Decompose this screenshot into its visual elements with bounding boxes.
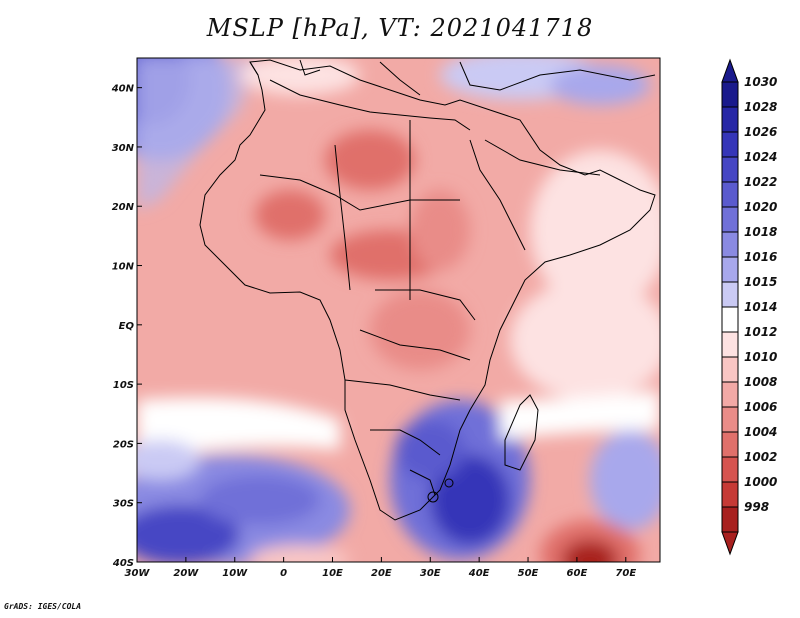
lat-tick-label: 20S — [113, 439, 134, 450]
colorbar-swatch — [721, 156, 739, 183]
colorbar-label: 1014 — [744, 300, 777, 314]
colorbar-label: 1008 — [744, 375, 777, 389]
colorbar-swatch — [721, 131, 739, 158]
colorbar-label: 1002 — [744, 450, 777, 464]
colorbar-label: 1015 — [744, 275, 777, 289]
colorbar-label: 1020 — [744, 200, 777, 214]
colorbar-label: 1016 — [744, 250, 777, 264]
lat-tick-label: 10S — [113, 380, 134, 391]
colorbar-label: 1012 — [744, 325, 777, 339]
colorbar-label: 1022 — [744, 175, 777, 189]
colorbar-swatch — [721, 206, 739, 233]
map-title: MSLP [hPa], VT: 2021041718 — [206, 14, 594, 42]
pressure-field — [137, 58, 660, 562]
colorbar-swatch — [721, 231, 739, 258]
lat-tick-label: 20N — [112, 202, 135, 213]
colorbar-swatch — [721, 406, 739, 433]
plot-frame — [136, 57, 661, 563]
lon-tick-label: 20W — [173, 568, 199, 579]
coastlines — [199, 59, 656, 521]
colorbar-label: 1024 — [744, 150, 777, 164]
colorbar-swatch — [721, 256, 739, 283]
colorbar-swatch — [721, 306, 739, 333]
colorbar-label: 1006 — [744, 400, 777, 414]
lat-tick-label: 40S — [112, 558, 134, 569]
colorbar-swatch — [721, 506, 739, 533]
colorbar-label: 1010 — [744, 350, 777, 364]
lon-tick-label: 60E — [567, 568, 588, 579]
colorbar-label: 998 — [744, 500, 769, 514]
colorbar-swatch — [721, 181, 739, 208]
colorbar-top-arrow — [721, 58, 739, 83]
lon-tick-label: 20E — [371, 568, 392, 579]
colorbar: 1030 1028 1026 1024 1022 1020 1018 1016 1015 1014… — [721, 58, 777, 556]
colorbar-swatch — [721, 281, 739, 308]
lon-tick-label: 30E — [420, 568, 441, 579]
lat-tick-label: 30N — [112, 143, 135, 154]
colorbar-swatch — [721, 106, 739, 133]
colorbar-swatch — [721, 481, 739, 508]
lat-tick-label: 10N — [112, 262, 135, 273]
colorbar-label: 1004 — [744, 425, 777, 439]
lon-tick-label: 50E — [518, 568, 539, 579]
colorbar-label: 1000 — [744, 475, 777, 489]
colorbar-label: 1028 — [744, 100, 777, 114]
colorbar-label: 1026 — [744, 125, 777, 139]
grads-credit: GrADS: IGES/COLA — [4, 602, 82, 611]
colorbar-swatch — [721, 331, 739, 358]
colorbar-label: 1018 — [744, 225, 777, 239]
latitude-axis: 40S 30S 20S 10S EQ 10N 20N 30N 40N — [111, 84, 142, 569]
colorbar-label: 1030 — [744, 75, 777, 89]
colorbar-bottom-arrow — [721, 531, 739, 556]
lat-tick-label: EQ — [119, 321, 135, 332]
colorbar-swatch — [721, 456, 739, 483]
lon-tick-label: 0 — [280, 568, 287, 579]
colorbar-swatch — [721, 381, 739, 408]
colorbar-swatch — [721, 356, 739, 383]
lon-tick-label: 10E — [322, 568, 343, 579]
lon-tick-label: 40E — [468, 568, 490, 579]
colorbar-swatch — [721, 431, 739, 458]
lon-tick-label: 70E — [615, 568, 636, 579]
lon-tick-label: 10W — [222, 568, 248, 579]
longitude-axis: 30W 20W 10W 0 10E 20E 30E 40E 50E 60E 70E — [125, 557, 636, 579]
lat-tick-label: 30S — [113, 499, 134, 510]
colorbar-swatch — [721, 81, 739, 108]
lat-tick-label: 40N — [111, 84, 135, 95]
lon-tick-label: 30W — [125, 568, 151, 579]
